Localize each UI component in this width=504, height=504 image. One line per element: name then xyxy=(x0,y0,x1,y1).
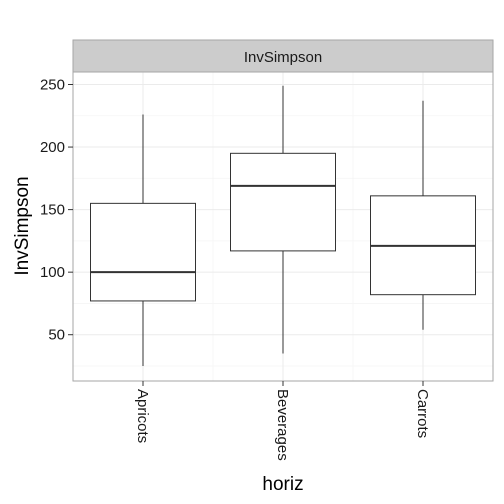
facet-strip-label: InvSimpson xyxy=(244,49,322,66)
y-tick-label: 50 xyxy=(48,327,65,344)
y-axis: 50 100 150 200 250 xyxy=(40,77,73,344)
box-carrots xyxy=(370,100,476,330)
box-body xyxy=(90,202,196,302)
x-axis-title: horiz xyxy=(262,474,303,495)
y-tick-label: 150 xyxy=(40,202,65,219)
x-axis: Apricots Beverages Carrots xyxy=(134,381,431,461)
x-tick-label: Carrots xyxy=(414,389,431,438)
box-beverages xyxy=(230,85,336,354)
y-tick-label: 250 xyxy=(40,77,65,94)
boxes xyxy=(90,85,476,366)
x-tick-label: Apricots xyxy=(134,389,151,443)
box-body xyxy=(230,152,336,252)
y-tick-label: 200 xyxy=(40,139,65,156)
y-axis-title: InvSimpson xyxy=(12,176,33,275)
box-apricots xyxy=(90,114,196,366)
y-tick-label: 100 xyxy=(40,264,65,281)
x-tick-label: Beverages xyxy=(274,389,291,461)
facet-strip xyxy=(72,39,494,73)
